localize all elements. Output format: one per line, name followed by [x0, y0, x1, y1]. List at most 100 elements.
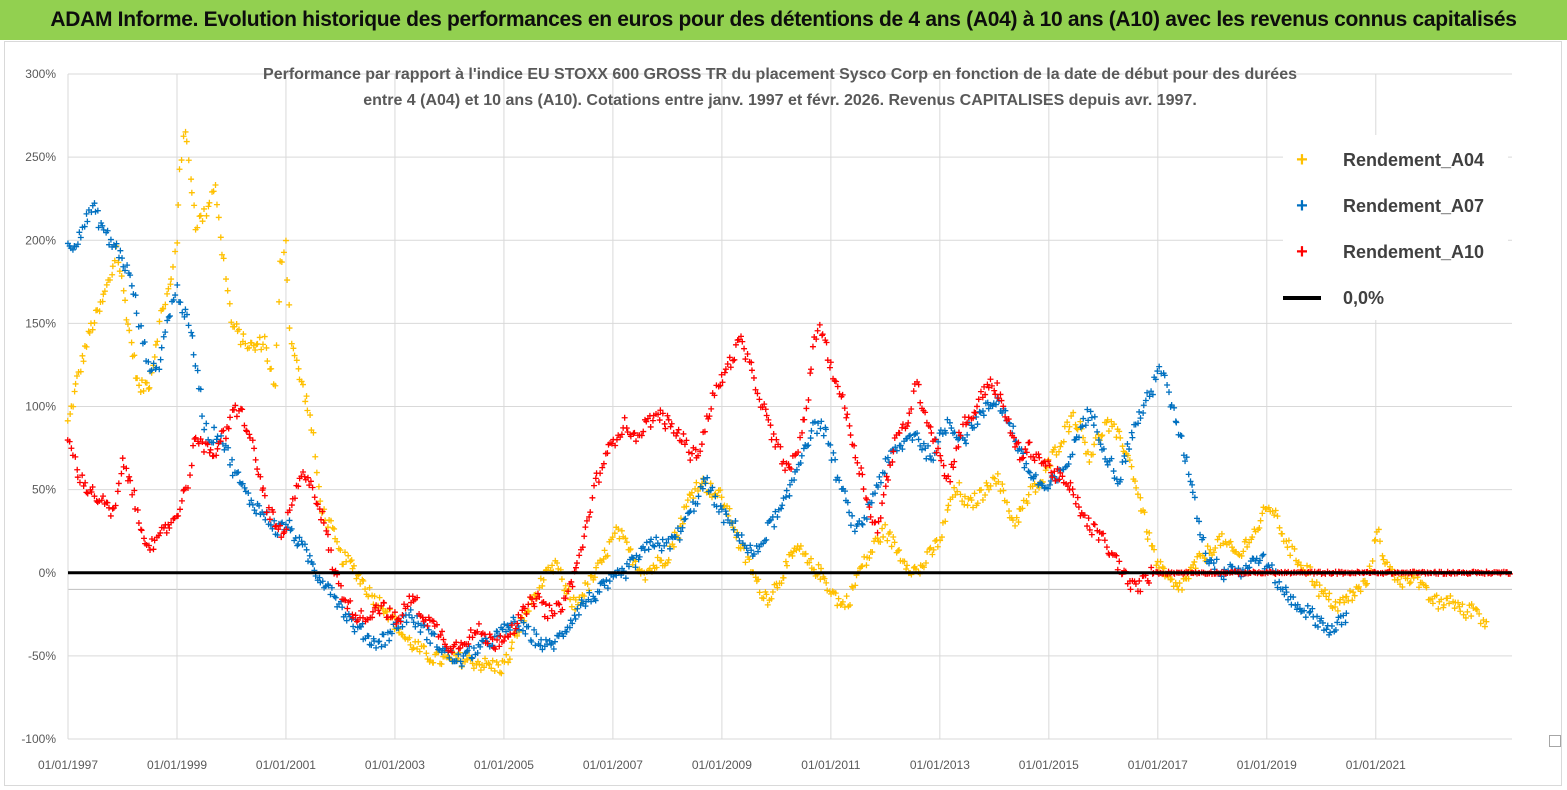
data-point-marker [698, 441, 705, 448]
data-point-marker [138, 377, 145, 384]
data-point-marker [1283, 589, 1290, 596]
data-point-marker [339, 604, 346, 611]
data-point-marker [1074, 494, 1081, 501]
data-point-marker [556, 601, 563, 608]
data-point-marker [982, 491, 989, 498]
data-point-marker [598, 559, 605, 566]
data-point-marker [135, 520, 142, 527]
data-point-marker [632, 564, 639, 571]
data-point-marker [1291, 545, 1298, 552]
data-point-marker [1077, 418, 1084, 425]
data-point-marker [777, 443, 784, 450]
data-point-marker [528, 638, 535, 645]
data-point-marker [302, 398, 309, 405]
data-point-marker [1399, 583, 1406, 590]
data-point-marker [474, 628, 481, 635]
data-point-marker [129, 491, 136, 498]
data-point-marker [769, 589, 776, 596]
data-point-marker [151, 354, 158, 361]
data-point-marker [578, 596, 585, 603]
data-point-marker [469, 660, 476, 667]
data-point-marker [1045, 458, 1052, 465]
data-point-marker [665, 556, 672, 563]
data-point-marker [467, 627, 474, 634]
data-point-marker [1306, 609, 1313, 616]
data-point-marker [1025, 468, 1032, 475]
data-point-marker [168, 519, 175, 526]
data-point-marker [178, 157, 185, 164]
data-point-marker [882, 521, 889, 528]
data-point-marker [437, 632, 444, 639]
data-point-marker [1297, 562, 1304, 569]
data-point-marker [99, 298, 106, 305]
data-point-marker [307, 478, 314, 485]
data-point-marker [847, 522, 854, 529]
data-point-marker [884, 454, 891, 461]
data-point-marker [548, 607, 555, 614]
data-point-marker [1164, 381, 1171, 388]
data-point-marker [196, 213, 203, 220]
data-point-marker [1196, 518, 1203, 525]
data-point-marker [286, 301, 293, 308]
data-point-marker [604, 450, 611, 457]
x-tick-label: 01/01/2011 [801, 758, 860, 772]
data-point-marker [999, 481, 1006, 488]
data-point-marker [636, 553, 643, 560]
data-point-marker [1032, 471, 1039, 478]
resize-handle[interactable] [1549, 735, 1561, 747]
data-point-marker [867, 513, 874, 520]
data-point-marker [1085, 515, 1092, 522]
data-point-marker [140, 387, 147, 394]
data-point-marker [132, 506, 139, 512]
data-point-marker [119, 255, 126, 262]
data-point-marker [1069, 451, 1076, 458]
data-point-marker [352, 612, 359, 619]
data-point-marker [510, 614, 517, 621]
data-point-marker [184, 485, 191, 491]
data-point-marker [89, 326, 96, 333]
data-point-marker [1065, 428, 1072, 435]
data-point-marker [815, 561, 822, 568]
data-point-marker [937, 537, 944, 544]
data-point-marker [601, 547, 608, 554]
data-point-marker [438, 661, 445, 668]
data-point-marker [443, 643, 450, 650]
data-point-marker [917, 442, 924, 449]
data-point-marker [658, 557, 665, 564]
data-point-marker [1290, 594, 1297, 601]
data-point-marker [1111, 421, 1118, 428]
data-point-marker [332, 594, 339, 601]
data-point-marker [1272, 507, 1279, 514]
data-point-marker [498, 670, 505, 677]
data-point-marker [206, 449, 213, 456]
data-point-marker [938, 457, 945, 464]
data-point-marker [1334, 619, 1341, 626]
data-point-marker [407, 641, 414, 648]
data-point-marker [484, 640, 491, 647]
data-point-marker [1059, 473, 1066, 480]
data-point-marker [701, 479, 708, 486]
data-point-marker [1110, 468, 1117, 475]
legend-item-a04: + Rendement_A04 [1283, 145, 1484, 175]
data-point-marker [1108, 455, 1115, 462]
data-point-marker [822, 426, 829, 433]
data-point-marker [1268, 561, 1275, 568]
data-point-marker [68, 445, 75, 452]
data-point-marker [1357, 588, 1364, 595]
plus-marker-icon: + [1296, 195, 1308, 217]
data-point-marker [1081, 439, 1088, 446]
data-point-marker [1276, 524, 1283, 531]
data-point-marker [1082, 422, 1089, 429]
data-point-marker [1460, 611, 1467, 618]
data-point-marker [814, 430, 821, 437]
data-point-marker [806, 559, 813, 566]
data-point-marker [662, 425, 669, 432]
data-point-marker [495, 661, 502, 668]
data-point-marker [640, 428, 647, 435]
data-point-marker [296, 534, 303, 541]
data-point-marker [252, 347, 259, 354]
data-point-marker [729, 520, 736, 527]
data-point-marker [1193, 515, 1200, 522]
data-point-marker [688, 450, 695, 457]
data-point-marker [260, 485, 267, 492]
